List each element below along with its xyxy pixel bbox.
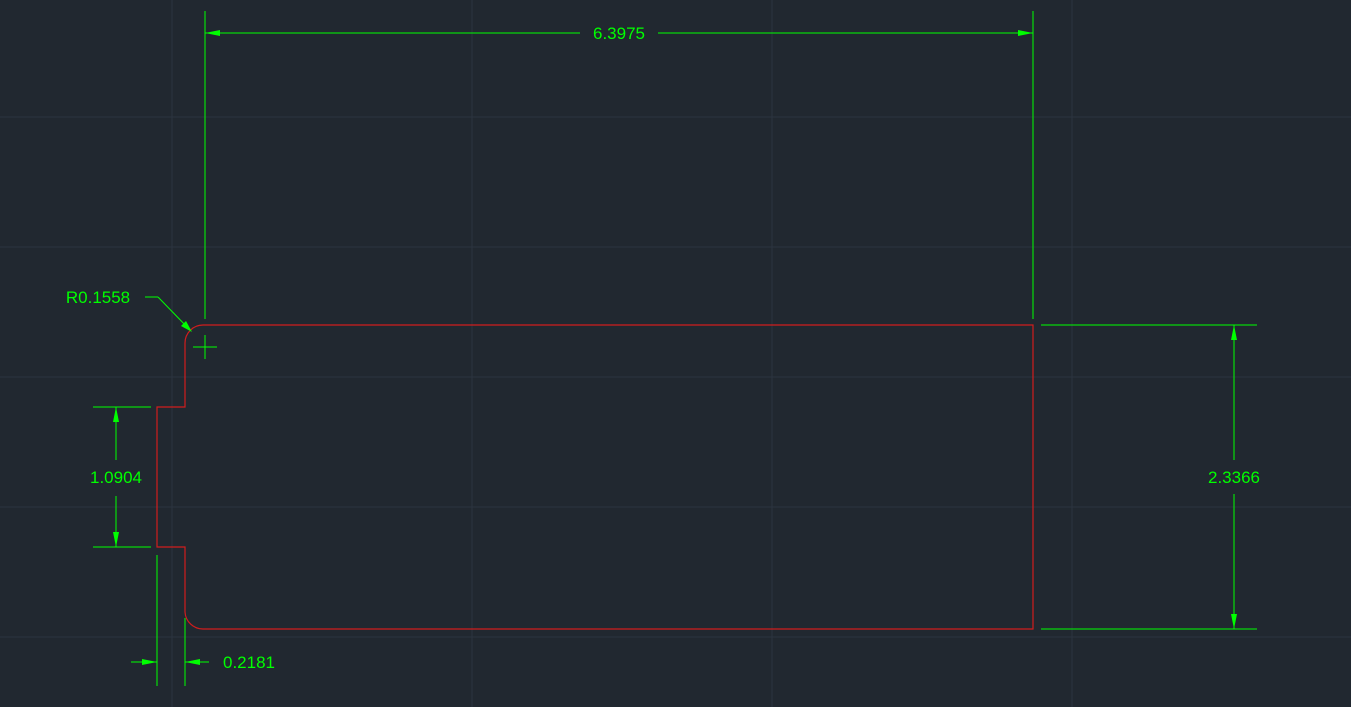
arrowhead bbox=[185, 659, 200, 665]
part-boundary bbox=[156, 324, 1034, 630]
dimension-label-height: 2.3366 bbox=[1208, 468, 1260, 487]
dimension-corner-radius[interactable]: R0.1558 bbox=[66, 288, 192, 332]
arrowhead bbox=[142, 659, 157, 665]
arrowhead bbox=[1018, 30, 1033, 36]
arrowhead bbox=[113, 532, 119, 547]
dimension-label-radius: R0.1558 bbox=[66, 288, 130, 307]
dimension-label-width: 6.3975 bbox=[593, 24, 645, 43]
arrowhead bbox=[205, 30, 220, 36]
dimension-overall-width[interactable]: 6.3975 bbox=[204, 11, 1034, 319]
part-outline[interactable] bbox=[156, 324, 1034, 630]
arrowhead bbox=[181, 321, 192, 332]
dimension-overall-height[interactable]: 2.3366 bbox=[1041, 324, 1260, 630]
center-mark bbox=[193, 335, 217, 359]
dimension-label-tab-depth: 0.2181 bbox=[223, 653, 275, 672]
dimension-label-tab-height: 1.0904 bbox=[90, 468, 142, 487]
arrowhead bbox=[113, 407, 119, 422]
dimension-tab-depth[interactable]: 0.2181 bbox=[131, 555, 275, 686]
arrowhead bbox=[1231, 614, 1237, 629]
arrowhead bbox=[1231, 325, 1237, 340]
dimension-tab-height[interactable]: 1.0904 bbox=[90, 406, 151, 548]
